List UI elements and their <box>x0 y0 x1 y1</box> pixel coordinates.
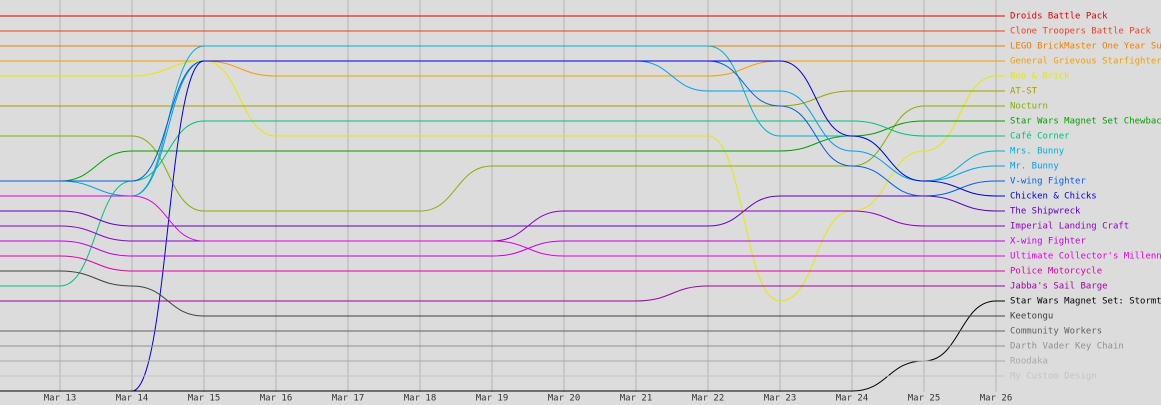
x-tick-label: Mar 21 <box>620 394 653 404</box>
series-label: Community Workers <box>1010 327 1102 337</box>
rank-line <box>59 255 996 272</box>
x-tick-label: Mar 15 <box>188 394 221 404</box>
series-label: Police Motorcycle <box>1010 267 1102 277</box>
x-tick-label: Mar 22 <box>692 394 725 404</box>
rank-line <box>59 285 996 302</box>
series-label: My Custom Design <box>1010 372 1097 382</box>
series-label: AT-ST <box>1010 87 1038 97</box>
rank-line <box>60 60 997 392</box>
series-label: General Grievous Starfighter <box>1010 57 1161 67</box>
series-label: Droids Battle Pack <box>1010 12 1108 22</box>
series-label: Keetongu <box>1010 312 1053 322</box>
series-label: Clone Troopers Battle Pack <box>1010 27 1151 37</box>
series-label: Nocturn <box>1010 102 1048 112</box>
rank-line <box>59 270 996 317</box>
x-tick-label: Mar 24 <box>836 394 869 404</box>
series-label: V-wing Fighter <box>1010 177 1086 187</box>
x-tick-label: Mar 16 <box>260 394 293 404</box>
series-label: Bob & Brick <box>1010 72 1070 82</box>
x-tick-label: Mar 14 <box>116 394 149 404</box>
rank-line <box>60 60 996 77</box>
x-tick-label: Mar 20 <box>548 394 581 404</box>
series-label: The Shipwreck <box>1010 207 1081 217</box>
series-label: Ultimate Collector's Millenniu <box>1010 252 1161 262</box>
rank-line <box>60 90 997 107</box>
x-tick-label: Mar 18 <box>404 394 437 404</box>
series-label: Imperial Landing Craft <box>1010 222 1129 232</box>
rank-line <box>60 195 996 257</box>
series-label: Star Wars Magnet Set: Stormtro <box>1010 297 1161 307</box>
x-tick-label: Mar 23 <box>764 394 797 404</box>
series-label: Mrs. Bunny <box>1010 147 1065 157</box>
series-label: Star Wars Magnet Set Chewbacca <box>1010 117 1161 127</box>
rank-line <box>60 300 997 392</box>
x-tick-label: Mar 25 <box>908 394 941 404</box>
rank-line <box>59 195 997 227</box>
x-tick-label: Mar 26 <box>980 394 1013 404</box>
x-tick-label: Mar 19 <box>476 394 509 404</box>
rank-line <box>59 240 996 257</box>
x-tick-label: Mar 13 <box>44 394 77 404</box>
series-label: Roodaka <box>1010 357 1048 367</box>
series-label: X-wing Fighter <box>1010 237 1086 247</box>
series-label: Darth Vader Key Chain <box>1010 342 1124 352</box>
series-label: Jabba's Sail Barge <box>1010 282 1108 292</box>
x-tick-label: Mar 17 <box>332 394 365 404</box>
series-label: LEGO BrickMaster One Year Subs <box>1010 42 1161 52</box>
series-label: Chicken & Chicks <box>1010 192 1097 202</box>
series-label: Mr. Bunny <box>1010 162 1059 172</box>
series-label: Café Corner <box>1010 131 1070 142</box>
